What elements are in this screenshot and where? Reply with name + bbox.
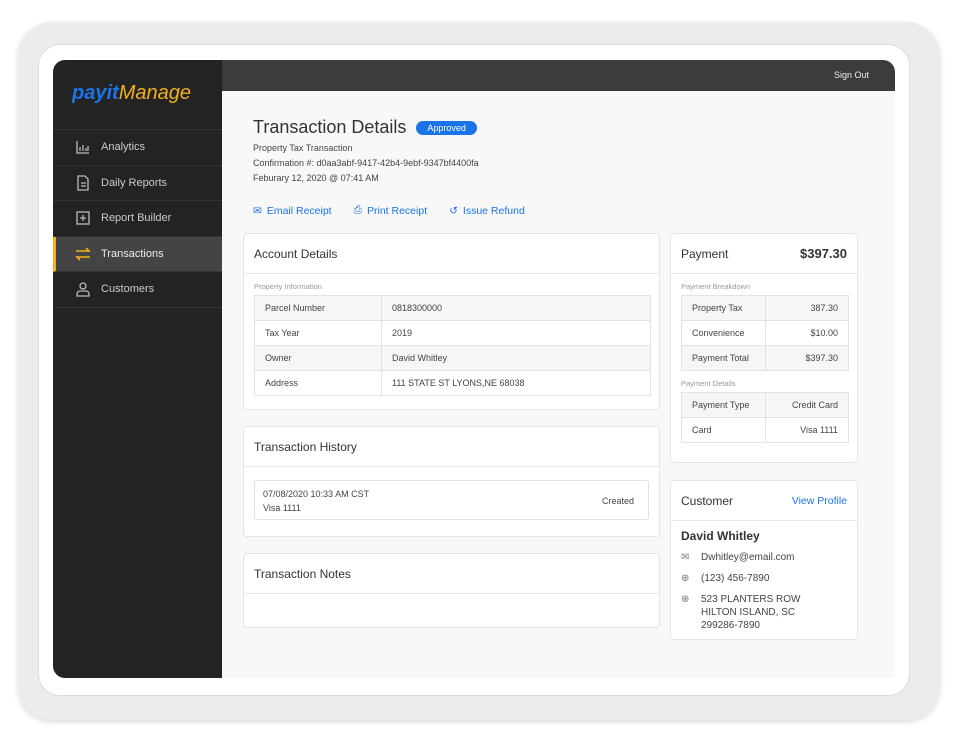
issue-refund-button[interactable]: ↺ Issue Refund <box>449 204 525 217</box>
envelope-icon: ✉ <box>681 552 690 563</box>
card-title: Customer <box>681 493 734 508</box>
document-icon <box>77 175 89 191</box>
print-receipt-label: Print Receipt <box>367 204 428 217</box>
transaction-date: Feburary 12, 2020 @ 07:41 AM <box>253 173 379 183</box>
row-value: 387.30 <box>765 295 849 321</box>
logo-pay: payit <box>72 82 119 104</box>
plus-square-icon <box>76 211 90 225</box>
row-value: Credit Card <box>765 392 849 418</box>
row-value: David Whitley <box>381 345 651 371</box>
transaction-notes-card: Transaction Notes <box>243 553 660 628</box>
card-title: Payment <box>681 246 729 261</box>
email-receipt-button[interactable]: ✉ Email Receipt <box>253 204 332 217</box>
payment-total: $397.30 <box>800 246 847 261</box>
sign-out-link[interactable]: Sign Out <box>833 70 869 80</box>
table-row: Parcel Number 0818300000 <box>254 295 651 321</box>
address-line: 299286-7890 <box>701 620 760 631</box>
status-badge: Approved <box>416 120 477 135</box>
sidebar-item-analytics[interactable]: Analytics <box>53 130 222 166</box>
table-row: Payment Type Credit Card <box>681 392 849 418</box>
customer-email[interactable]: Dwhitley@email.com <box>701 552 795 563</box>
sidebar-item-report-builder[interactable]: Report Builder <box>53 201 222 237</box>
customer-address: 523 PLANTERS ROW HILTON ISLAND, SC 299286-… <box>701 593 800 632</box>
sidebar-item-label: Daily Reports <box>101 176 168 189</box>
row-value: $397.30 <box>765 345 849 371</box>
sidebar-item-daily-reports[interactable]: Daily Reports <box>53 166 222 201</box>
sidebar-item-customers[interactable]: Customers <box>53 272 222 308</box>
table-row: Tax Year 2019 <box>254 320 651 346</box>
table-row: Payment Total $397.30 <box>681 345 849 371</box>
table-row: Property Tax 387.30 <box>681 295 849 321</box>
row-label: Tax Year <box>254 320 382 346</box>
section-label: Payment Details <box>681 379 736 388</box>
row-label: Owner <box>254 345 382 371</box>
customer-phone: (123) 456-7890 <box>701 573 770 584</box>
print-receipt-button[interactable]: ⎙ Print Receipt <box>354 204 428 217</box>
row-value: $10.00 <box>765 320 849 346</box>
transaction-type: Property Tax Transaction <box>253 143 353 153</box>
row-value: 111 STATE ST LYONS,NE 68038 <box>381 370 651 396</box>
table-row: Card Visa 1111 <box>681 417 849 443</box>
row-value: Visa 1111 <box>765 417 849 443</box>
row-label: Payment Type <box>681 392 766 418</box>
card-title: Transaction History <box>254 439 357 454</box>
customer-name: David Whitley <box>681 529 760 543</box>
logo-manage: Manage <box>118 82 191 104</box>
sidebar-item-label: Report Builder <box>101 212 172 225</box>
table-row: Convenience $10.00 <box>681 320 849 346</box>
user-icon <box>76 282 90 297</box>
payment-card: Payment $397.30 Payment Breakdown Propert… <box>670 233 858 463</box>
logo[interactable]: payitManage <box>72 82 191 105</box>
transfer-arrows-icon <box>75 247 91 261</box>
row-value: 0818300000 <box>381 295 651 321</box>
row-label: Property Tax <box>681 295 766 321</box>
sidebar: payitManage Analytics Daily Reports Repo… <box>53 60 222 678</box>
row-label: Card <box>681 417 766 443</box>
customer-card: Customer View Profile David Whitley ✉ Dwhi… <box>670 480 858 640</box>
sidebar-item-label: Analytics <box>101 141 146 154</box>
row-label: Parcel Number <box>254 295 382 321</box>
email-receipt-label: Email Receipt <box>266 204 332 217</box>
row-label: Address <box>254 370 382 396</box>
sidebar-item-label: Customers <box>101 283 155 296</box>
card-title: Transaction Notes <box>254 566 351 581</box>
envelope-icon: ✉ <box>253 204 262 217</box>
app-screen: payitManage Analytics Daily Reports Repo… <box>53 60 895 678</box>
address-line: 523 PLANTERS ROW <box>701 594 801 605</box>
section-label: Property Information <box>254 282 322 291</box>
main-content: Transaction Details Approved Property Tax… <box>222 91 895 678</box>
issue-refund-label: Issue Refund <box>462 204 525 217</box>
row-label: Convenience <box>681 320 766 346</box>
table-row: Owner David Whitley <box>254 345 651 371</box>
table-row: Address 111 STATE ST LYONS,NE 68038 <box>254 370 651 396</box>
transaction-history-card: Transaction History 07/08/2020 10:33 AM … <box>243 426 660 537</box>
address-line: HILTON ISLAND, SC <box>701 607 796 618</box>
phone-icon: ⊕ <box>681 573 690 584</box>
row-value: 2019 <box>381 320 651 346</box>
refund-icon: ↺ <box>449 204 458 217</box>
sidebar-item-label: Transactions <box>101 247 164 260</box>
history-status: Created <box>601 496 634 506</box>
section-label: Payment Breakdown <box>681 282 751 291</box>
top-bar: Sign Out <box>222 60 895 91</box>
page-title: Transaction Details <box>253 117 407 137</box>
history-card: Visa 1111 <box>263 503 301 513</box>
view-profile-link[interactable]: View Profile <box>791 494 847 507</box>
history-datetime: 07/08/2020 10:33 AM CST <box>263 489 370 499</box>
bar-chart-icon <box>76 141 89 154</box>
sidebar-nav: Analytics Daily Reports Report Builder T… <box>53 129 222 308</box>
history-entry[interactable]: 07/08/2020 10:33 AM CST Visa 1111 Create… <box>254 480 649 520</box>
account-details-card: Account Details Property Information Par… <box>243 233 660 410</box>
sidebar-item-transactions[interactable]: Transactions <box>53 236 222 272</box>
printer-icon: ⎙ <box>353 204 362 216</box>
row-label: Payment Total <box>681 345 766 371</box>
card-title: Account Details <box>254 246 338 261</box>
confirmation-number: Confirmation #: d0aa3abf-9417-42b4-9ebf-… <box>253 158 479 168</box>
location-icon: ⊕ <box>681 594 690 605</box>
